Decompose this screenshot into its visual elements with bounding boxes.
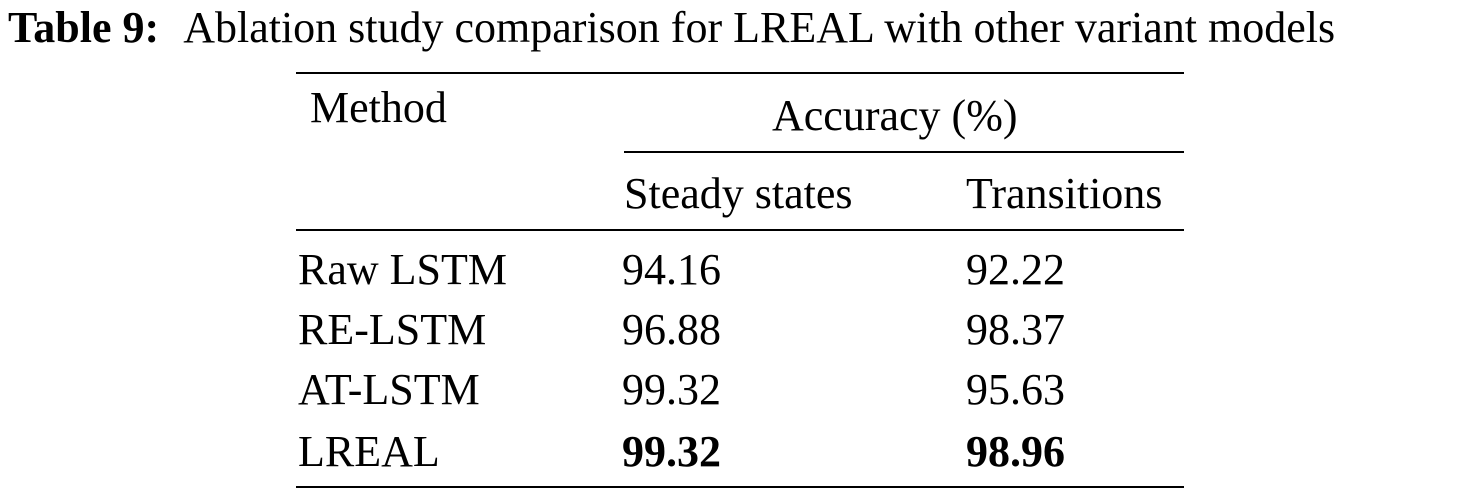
row-transitions-best: 98.96 [966, 427, 1065, 476]
top-rule [296, 72, 1184, 74]
caption-text: Ablation study comparison for LREAL with… [183, 3, 1336, 52]
row-steady: 94.16 [622, 245, 721, 294]
results-table: Method Accuracy (%) Steady states Transi… [296, 72, 1184, 490]
row-method: AT-LSTM [298, 365, 480, 414]
accuracy-subrule [624, 151, 1184, 153]
table-caption: Table 9: Ablation study comparison for LR… [8, 0, 1468, 56]
row-steady-best: 99.32 [622, 427, 721, 476]
header-method: Method [310, 83, 447, 132]
header-rule [296, 229, 1184, 231]
row-steady: 96.88 [622, 305, 721, 354]
row-transitions: 95.63 [966, 365, 1065, 414]
header-accuracy: Accuracy (%) [772, 91, 1018, 140]
row-method: RE-LSTM [298, 305, 487, 354]
caption-label: Table 9: [8, 3, 160, 52]
row-transitions: 92.22 [966, 245, 1065, 294]
bottom-rule [296, 486, 1184, 488]
header-transitions: Transitions [966, 169, 1163, 218]
header-steady-states: Steady states [624, 169, 853, 218]
row-steady: 99.32 [622, 365, 721, 414]
row-method: LREAL [298, 427, 440, 476]
row-method: Raw LSTM [298, 245, 507, 294]
row-transitions: 98.37 [966, 305, 1065, 354]
